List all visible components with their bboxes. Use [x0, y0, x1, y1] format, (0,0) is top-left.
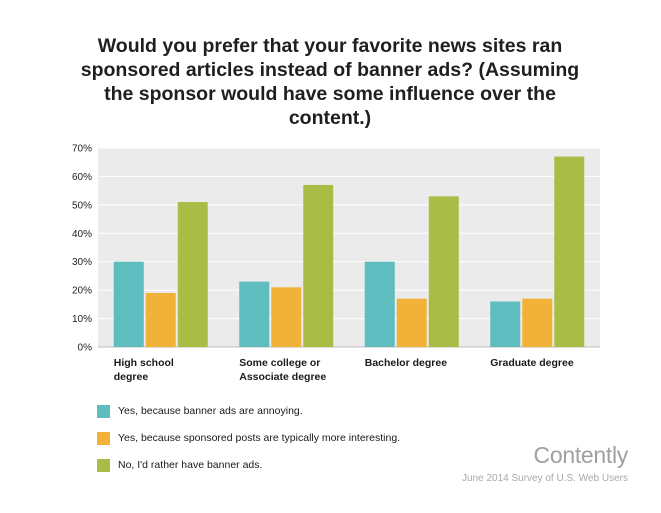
bar	[177, 202, 208, 347]
bar	[554, 156, 585, 347]
legend-swatch	[97, 458, 110, 472]
y-tick-label: 60%	[72, 172, 92, 183]
bar	[113, 261, 144, 347]
x-tick-label-line: Some college or	[239, 357, 320, 369]
bar	[145, 292, 176, 347]
legend-label: No, I'd rather have banner ads.	[118, 459, 263, 471]
bar	[428, 196, 459, 347]
x-tick-label: Some college or Associate degree	[239, 357, 326, 383]
legend-item: Yes, because banner ads are annoying.	[97, 404, 400, 418]
x-tick-label: High school degree	[114, 357, 174, 383]
y-tick-label: 10%	[72, 314, 92, 325]
bar	[522, 298, 553, 347]
bar	[364, 261, 395, 347]
y-tick-label: 70%	[72, 144, 92, 155]
x-tick-label-line: degree	[114, 371, 149, 383]
legend-swatch	[97, 404, 110, 418]
x-tick-label-line: Associate degree	[239, 371, 326, 383]
legend-label: Yes, because banner ads are annoying.	[118, 405, 303, 417]
y-tick-label: 0%	[78, 343, 93, 354]
bar	[490, 301, 521, 347]
y-tick-label: 30%	[72, 257, 92, 268]
source-note: June 2014 Survey of U.S. Web Users	[461, 473, 628, 484]
legend-label: Yes, because sponsored posts are typical…	[118, 432, 401, 444]
chart-title: Would you prefer that your favorite news…	[80, 35, 580, 129]
x-tick-label: Graduate degree	[490, 357, 574, 369]
chart-legend: Yes, because banner ads are annoying. Ye…	[97, 404, 400, 485]
bar	[239, 281, 270, 347]
bar-chart: 0% 10% 20% 30% 40% 50% 60% 70% High school degree…	[72, 144, 600, 383]
x-tick-label: Bachelor degree	[365, 357, 447, 369]
y-tick-label: 50%	[72, 200, 92, 211]
bar	[271, 287, 302, 347]
x-tick-label-line: High school	[114, 357, 174, 369]
legend-item: No, I'd rather have banner ads.	[97, 458, 400, 472]
x-tick-label-line: Graduate degree	[490, 357, 574, 369]
legend-swatch	[97, 431, 110, 445]
x-tick-label-line: Bachelor degree	[365, 357, 447, 369]
legend-item: Yes, because sponsored posts are typical…	[97, 431, 400, 445]
bar	[303, 184, 334, 347]
contently-logo: Contently	[533, 442, 629, 468]
bar	[396, 298, 427, 347]
y-tick-label: 40%	[72, 229, 92, 240]
y-tick-label: 20%	[72, 286, 92, 297]
